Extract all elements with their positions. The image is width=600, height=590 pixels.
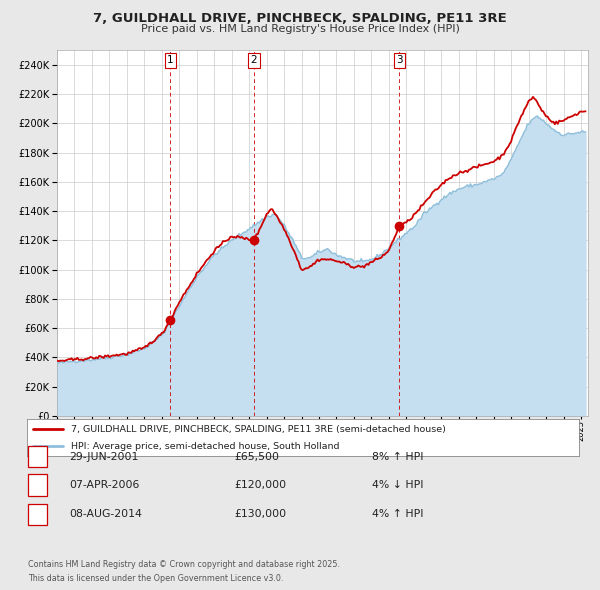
Text: HPI: Average price, semi-detached house, South Holland: HPI: Average price, semi-detached house,…	[71, 442, 340, 451]
Text: 7, GUILDHALL DRIVE, PINCHBECK, SPALDING, PE11 3RE: 7, GUILDHALL DRIVE, PINCHBECK, SPALDING,…	[93, 12, 507, 25]
Text: £120,000: £120,000	[234, 480, 286, 490]
Text: Contains HM Land Registry data © Crown copyright and database right 2025.: Contains HM Land Registry data © Crown c…	[28, 560, 340, 569]
Text: 08-AUG-2014: 08-AUG-2014	[69, 509, 142, 519]
Text: 3: 3	[396, 55, 403, 65]
Text: 29-JUN-2001: 29-JUN-2001	[69, 451, 139, 461]
Text: 8% ↑ HPI: 8% ↑ HPI	[372, 451, 424, 461]
Text: 1: 1	[167, 55, 174, 65]
Text: £65,500: £65,500	[234, 451, 279, 461]
Text: Price paid vs. HM Land Registry's House Price Index (HPI): Price paid vs. HM Land Registry's House …	[140, 24, 460, 34]
Text: 4% ↑ HPI: 4% ↑ HPI	[372, 509, 424, 519]
Text: 4% ↓ HPI: 4% ↓ HPI	[372, 480, 424, 490]
Text: 7, GUILDHALL DRIVE, PINCHBECK, SPALDING, PE11 3RE (semi-detached house): 7, GUILDHALL DRIVE, PINCHBECK, SPALDING,…	[71, 425, 446, 434]
Text: 07-APR-2006: 07-APR-2006	[69, 480, 139, 490]
Text: 1: 1	[34, 451, 41, 461]
Text: 3: 3	[34, 509, 41, 519]
Text: 2: 2	[34, 480, 41, 490]
Text: 2: 2	[251, 55, 257, 65]
Text: £130,000: £130,000	[234, 509, 286, 519]
Text: This data is licensed under the Open Government Licence v3.0.: This data is licensed under the Open Gov…	[28, 574, 283, 583]
